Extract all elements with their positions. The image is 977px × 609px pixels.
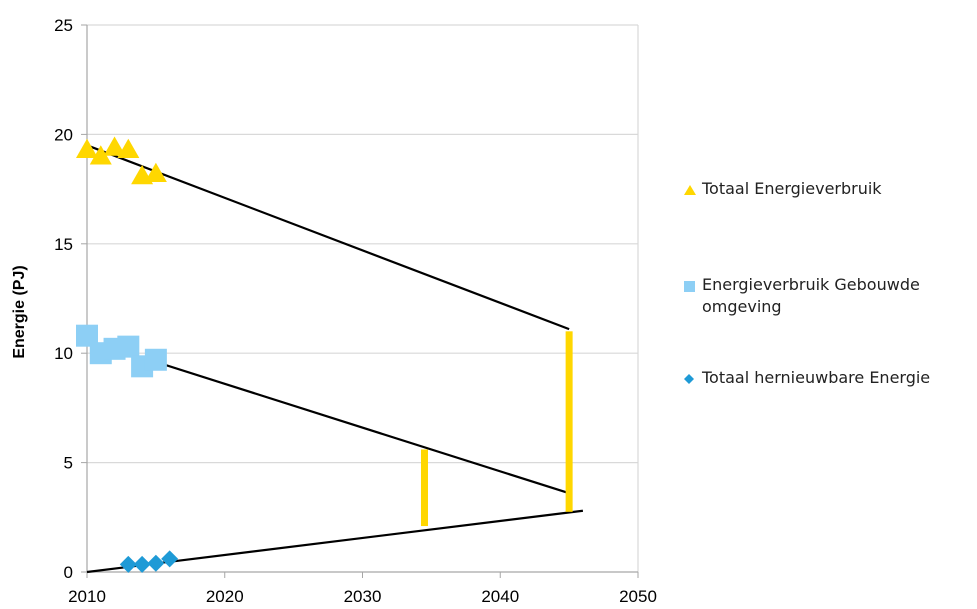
gridlines — [87, 24, 639, 572]
data-points — [76, 136, 179, 573]
y-tick-label: 15 — [54, 235, 73, 254]
y-axis-label: Energie (PJ) — [11, 265, 28, 358]
diamond-point — [161, 550, 179, 568]
legend-item-energieverbruik-gebouwde-omgeving: Energieverbruik Gebouwde omgeving — [682, 274, 977, 318]
x-tick-label: 2040 — [481, 587, 519, 606]
legend-item-totaal-hernieuwbare-energie: Totaal hernieuwbare Energie — [682, 367, 977, 389]
legend-item-totaal-energieverbruik: Totaal Energieverbruik — [682, 178, 882, 200]
triangle-point — [144, 162, 167, 183]
y-tick-label: 20 — [54, 125, 73, 144]
triangle-point — [117, 138, 140, 158]
triangle-point — [76, 138, 98, 158]
triangle-point — [89, 145, 112, 165]
x-tick-label: 2010 — [68, 587, 106, 606]
y-tick-label: 0 — [64, 563, 73, 582]
legend-label: Energieverbruik Gebouwde omgeving — [702, 275, 920, 316]
gap-bar-1 — [565, 331, 573, 512]
legend-label: Totaal hernieuwbare Energie — [702, 368, 931, 387]
y-tick-label: 10 — [54, 344, 73, 363]
square-point — [76, 324, 98, 347]
x-tick-label: 2020 — [206, 587, 244, 606]
x-tick-label: 2050 — [619, 587, 657, 606]
gap-bars — [420, 331, 573, 527]
triangle-point — [103, 136, 126, 156]
axes — [81, 24, 639, 578]
trendline-0 — [86, 144, 570, 331]
diamond-marker-icon — [684, 374, 694, 384]
x-tick-label: 2030 — [344, 587, 382, 606]
diamond-point — [119, 555, 137, 573]
triangle-marker-icon — [684, 185, 696, 195]
x-tick-labels: 2010 2020 2030 2040 2050 — [68, 587, 657, 606]
square-point — [117, 335, 140, 358]
diamond-point — [147, 554, 165, 572]
y-tick-label: 25 — [54, 16, 73, 35]
trendline-1 — [86, 339, 570, 495]
y-tick-labels: 0 5 10 15 20 25 — [54, 16, 73, 582]
diamond-point — [133, 555, 151, 573]
legend-label: Totaal Energieverbruik — [702, 179, 882, 198]
y-tick-label: 5 — [64, 454, 73, 473]
square-marker-icon — [684, 281, 695, 292]
square-point — [144, 348, 167, 371]
gap-bar-0 — [420, 449, 428, 527]
